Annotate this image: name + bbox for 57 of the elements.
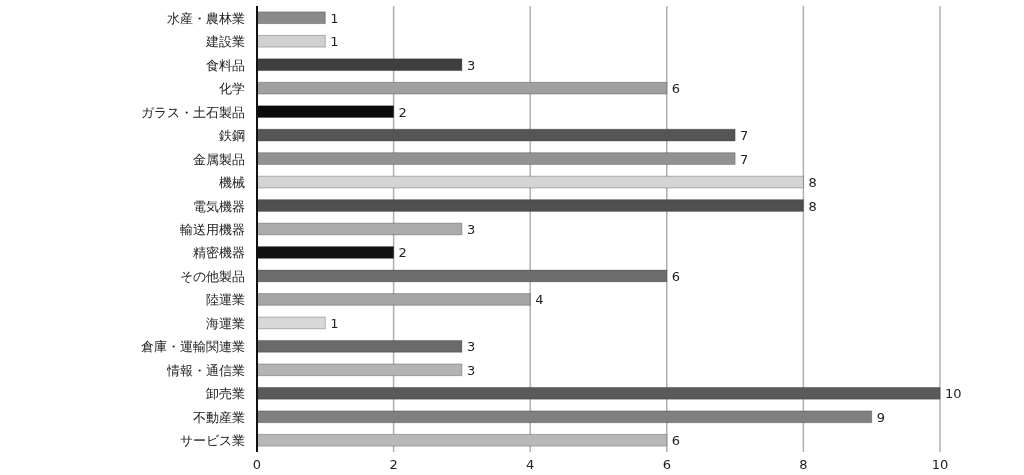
bar	[256, 58, 463, 72]
y-tick-label: 食料品	[206, 57, 245, 73]
x-tick-label: 10	[931, 457, 949, 472]
data-label: 8	[808, 198, 817, 214]
x-tick-label: 4	[526, 457, 535, 472]
bar	[256, 199, 804, 212]
y-tick-label: 鉄鋼	[219, 128, 245, 144]
y-tick-label: 輸送用機器	[180, 222, 245, 237]
x-tick-label: 2	[389, 457, 398, 472]
x-tick-label: 0	[252, 457, 262, 472]
y-tick-label: ガラス・土石製品	[141, 104, 245, 120]
y-tick-label: 機械	[219, 175, 245, 191]
bar	[256, 81, 668, 95]
y-tick-label: 化学	[219, 81, 245, 97]
y-tick-label: 倉庫・運輸関連業	[141, 339, 245, 355]
data-label: 3	[466, 362, 476, 378]
data-label: 10	[945, 386, 962, 402]
bar	[256, 410, 873, 424]
bar	[256, 316, 326, 330]
y-tick-label: 金属製品	[193, 151, 245, 167]
y-tick-label: 卸売業	[206, 386, 245, 402]
data-label: 1	[330, 34, 339, 50]
y-tick-label: 不動産業	[193, 409, 245, 425]
data-label: 2	[398, 245, 407, 261]
data-label: 7	[740, 128, 749, 144]
bar	[256, 11, 326, 25]
y-tick-label: 海運業	[206, 315, 245, 331]
x-tick-label: 6	[662, 457, 671, 472]
data-label: 6	[671, 268, 681, 284]
data-label: 8	[808, 175, 817, 191]
y-tick-label: その他製品	[180, 268, 245, 284]
data-label: 1	[330, 315, 339, 331]
bar	[256, 340, 463, 353]
data-label: 1	[330, 10, 339, 26]
data-label: 6	[671, 433, 681, 449]
x-tick-label: 8	[799, 457, 808, 472]
bar	[256, 386, 941, 400]
y-tick-label: 情報・通信業	[166, 362, 245, 378]
bar	[256, 269, 668, 283]
bar	[256, 175, 804, 189]
data-label: 7	[740, 151, 749, 167]
bar	[256, 152, 736, 165]
y-tick-label: 精密機器	[193, 245, 245, 261]
data-label: 4	[535, 292, 544, 308]
data-label: 3	[466, 339, 476, 355]
data-label: 6	[671, 81, 681, 97]
y-tick-label: サービス業	[180, 433, 245, 449]
y-tick-label: 建設業	[205, 34, 245, 50]
data-label: 3	[466, 222, 476, 237]
data-label: 2	[398, 104, 407, 120]
data-label: 9	[876, 409, 885, 425]
bar	[256, 34, 326, 48]
y-tick-label: 陸運業	[206, 292, 245, 308]
y-tick-label: 水産・農林業	[167, 10, 245, 26]
data-label: 3	[466, 57, 476, 73]
y-tick-label: 電気機器	[193, 198, 245, 214]
bar	[256, 128, 736, 142]
